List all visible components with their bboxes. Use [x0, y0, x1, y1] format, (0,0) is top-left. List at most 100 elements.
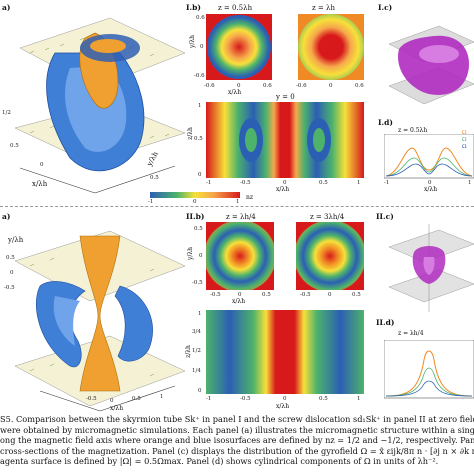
panel-Ib-x-label-bottom: x/λh [276, 186, 290, 193]
panel-Ib-slice-left [206, 14, 272, 80]
panel-Ib-slice-right [298, 14, 364, 80]
panel-IIb-ztick: 0 [198, 388, 202, 394]
panel-Ib-xtick: 0.6 [263, 83, 272, 89]
panel-Ib-z-label: z/λh [186, 127, 194, 140]
panel-Ib-x-label-top: x/λh [228, 89, 242, 96]
figure-caption: S5. Comparison between the skyrmion tube… [0, 414, 474, 467]
panel-Ib-ztick: 1 [198, 103, 202, 109]
colorbar-tick: -1 [148, 199, 154, 205]
colorbar-label: nz [246, 194, 254, 201]
panel-IIa-tick: -0.5 [86, 396, 97, 402]
panel-IIb-x-label-bottom: x/λh [276, 403, 290, 410]
panel-IIb-xtick: 0 [328, 292, 332, 298]
panel-IIa-tick: 1 [160, 394, 164, 400]
panel-Ia-3d-render [14, 17, 185, 194]
panel-Ia-tick: 0.5 [10, 143, 19, 149]
panel-IIb-y-label-top: y/λh [187, 246, 195, 261]
nz-colorbar [150, 192, 240, 198]
panel-Ib-slice-title: y = 0 [276, 93, 295, 101]
panel-Ia-x-axis-label: x/λh [32, 180, 48, 188]
panel-IIb-title-left: z = λh/4 [226, 213, 256, 221]
panel-IIb-btick: 1 [357, 396, 361, 402]
panel-Ib-label: I.b) [186, 3, 201, 12]
panel-Ib-ztick: 0 [198, 172, 202, 178]
panel-IId-label: II.d) [376, 318, 395, 327]
panel-IIb-ztick: 1 [198, 311, 202, 317]
caption-line: agenta surface is defined by |Ω| = 0.5Ωm… [0, 456, 439, 467]
panel-Ib-btick: -0.5 [240, 180, 251, 186]
panel-Ib-btick: 1 [357, 180, 361, 186]
panel-IIa-x-axis-label: x/λh [110, 405, 124, 412]
panel-Ib-slice-bottom [206, 102, 364, 178]
panel-IIb-btick: -1 [206, 396, 212, 402]
panel-Id-legend: Ω [462, 144, 467, 150]
panel-IIb-x-label-top: x/λh [232, 298, 246, 305]
caption-line: were obtained by micromagnetic simulatio… [0, 424, 474, 435]
panel-Ia-tick: 1/2 [2, 110, 11, 116]
panel-Ib-ytick: 0.6 [196, 15, 205, 21]
panel-Ib-btick: -1 [206, 180, 212, 186]
panel-IIc-label: II.c) [376, 212, 394, 221]
panel-Ib-xtick: 0 [237, 83, 241, 89]
panel-Ib-btick: 0 [283, 180, 287, 186]
panel-Id-legend: Ω [462, 130, 467, 136]
panel-IIa-y-axis-label: y/λh [8, 236, 24, 244]
panel-Ib-ztick: 0.5 [194, 136, 203, 142]
panel-IIb-slice-bottom [206, 310, 364, 394]
panel-Ia-label: a) [2, 3, 11, 12]
panel-Ib-xtick: -0.6 [296, 83, 307, 89]
panel-IId-plot [384, 340, 474, 399]
panel-IIb-xtick: 0.5 [352, 292, 361, 298]
panel-IIb-z-label: z/λh [184, 345, 192, 358]
panel-IIb-ytick: 0 [199, 253, 203, 259]
panel-IIa-tick: 0.5 [132, 396, 141, 402]
panel-Ib-ytick: 0 [200, 44, 204, 50]
panel-Id-tick: 0 [428, 180, 432, 186]
panel-Id-plot [384, 134, 474, 179]
colorbar-tick: 0 [193, 199, 197, 205]
caption-line: S5. Comparison between the skyrmion tube… [0, 414, 474, 424]
panel-IIb-label: II.b) [186, 212, 205, 221]
panel-Ic-label: I.c) [378, 3, 393, 12]
colorbar-tick: 1 [236, 199, 240, 205]
panel-Ia-tick: 0 [40, 162, 44, 168]
panel-IIa-tick: 0 [10, 270, 14, 276]
panel-Ib-btick: 0.5 [319, 180, 328, 186]
panel-IIa-3d-render [14, 230, 185, 412]
panel-Ib-title-left: z = 0.5λh [218, 4, 253, 12]
caption-line: cross-sections of the magnetization. Pan… [0, 445, 474, 456]
panel-Ib-ytick: -0.6 [194, 73, 205, 79]
panel-Id-title: z = 0.5λh [398, 127, 428, 134]
caption-line: ong the magnetic field axis where orange… [0, 435, 474, 446]
panel-Ib-xtick: 0.6 [355, 83, 364, 89]
panel-IIb-xtick: -0.5 [210, 292, 221, 298]
panel-Ia-tick: 0.5 [150, 175, 159, 181]
panel-Ib-y-label-top: y/λh [189, 34, 197, 49]
panel-Ib-xtick: -0.6 [204, 83, 215, 89]
panel-Id-x-label: x/λh [424, 186, 438, 193]
panel-IIa-label: a) [2, 212, 11, 221]
panel-Ib-xtick: 0 [329, 83, 333, 89]
panel-IIb-ztick: 3/4 [192, 329, 201, 335]
panel-IIa-tick: 0 [110, 398, 114, 404]
panel-IIb-ytick: -0.5 [192, 280, 203, 286]
panel-divider [0, 206, 474, 207]
panel-IIb-xtick: 0 [238, 292, 242, 298]
panel-Id-legend: Ω [462, 137, 467, 143]
panel-IIb-slice-right [296, 222, 364, 290]
panel-IIb-btick: 0.5 [319, 396, 328, 402]
panel-IIb-xtick: 0.5 [262, 292, 271, 298]
panel-IIa-tick: 0.5 [6, 255, 15, 261]
panel-Id-tick: 1 [468, 180, 472, 186]
panel-IIc-gyrofield-render [388, 224, 474, 312]
panel-IIb-xtick: -0.5 [300, 292, 311, 298]
panel-Id-tick: -1 [384, 180, 390, 186]
panel-Ib-title-right: z = λh [312, 4, 335, 12]
panel-IIa-tick: -0.5 [4, 285, 15, 291]
panel-IIb-ytick: 0.5 [194, 226, 203, 232]
panel-IIb-ztick: 1/2 [192, 348, 201, 354]
panel-Id-label: I.d) [378, 118, 393, 127]
panel-IIb-title-right: z = 3λh/4 [310, 213, 345, 221]
panel-IIb-slice-left [206, 222, 274, 290]
